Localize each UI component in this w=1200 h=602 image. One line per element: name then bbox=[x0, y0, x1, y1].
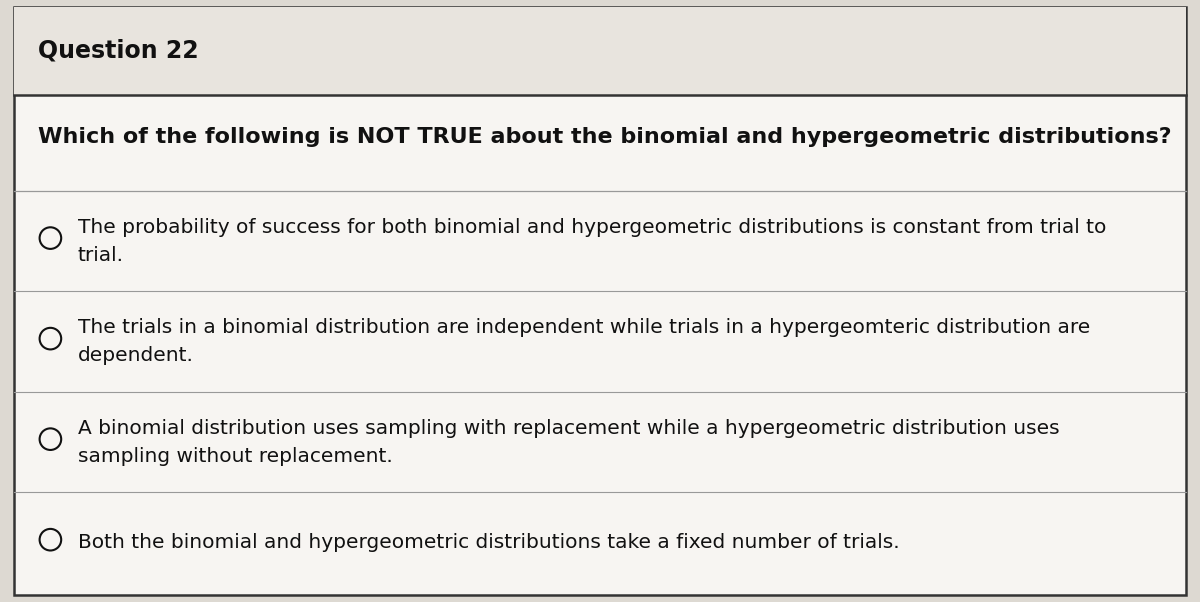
FancyBboxPatch shape bbox=[14, 7, 1186, 95]
Text: The trials in a binomial distribution are independent while trials in a hypergeo: The trials in a binomial distribution ar… bbox=[78, 318, 1091, 365]
Text: Which of the following is NOT TRUE about the binomial and hypergeometric distrib: Which of the following is NOT TRUE about… bbox=[38, 126, 1172, 147]
Text: Both the binomial and hypergeometric distributions take a fixed number of trials: Both the binomial and hypergeometric dis… bbox=[78, 533, 900, 552]
Text: Question 22: Question 22 bbox=[38, 39, 199, 63]
Text: The probability of success for both binomial and hypergeometric distributions is: The probability of success for both bino… bbox=[78, 217, 1106, 265]
FancyBboxPatch shape bbox=[14, 7, 1186, 595]
Text: A binomial distribution uses sampling with replacement while a hypergeometric di: A binomial distribution uses sampling wi… bbox=[78, 418, 1060, 466]
